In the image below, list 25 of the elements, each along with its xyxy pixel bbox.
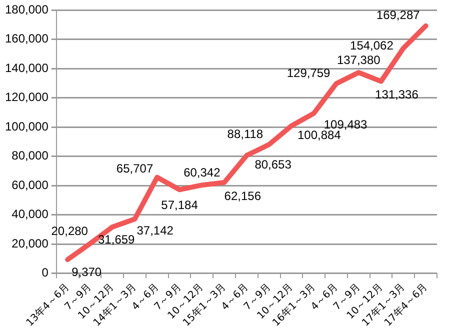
- data-label: 60,342: [184, 165, 221, 180]
- y-tick-label: 120,000: [4, 90, 49, 104]
- data-label: 129,759: [286, 66, 331, 80]
- data-label: 154,062: [350, 38, 394, 52]
- y-tick-label: 180,000: [4, 2, 49, 17]
- data-label: 65,707: [116, 162, 154, 176]
- data-label: 169,287: [376, 8, 420, 22]
- data-label: 57,184: [161, 198, 198, 212]
- y-tick-label: 0: [42, 266, 49, 280]
- y-tick-label: 60,000: [12, 178, 49, 192]
- data-label: 88,118: [227, 126, 264, 141]
- data-label: 9,370: [72, 264, 102, 279]
- data-label: 31,659: [98, 232, 136, 246]
- y-tick-label: 40,000: [12, 207, 49, 222]
- data-label: 20,280: [51, 224, 88, 238]
- y-tick-label: 100,000: [4, 119, 49, 134]
- data-label: 80,653: [254, 158, 292, 172]
- data-label: 137,380: [336, 52, 381, 67]
- y-tick-label: 160,000: [4, 32, 49, 46]
- data-label: 37,142: [136, 223, 174, 238]
- y-tick-label: 140,000: [4, 60, 49, 75]
- y-tick-label: 20,000: [12, 236, 49, 250]
- data-label: 131,336: [375, 88, 419, 102]
- y-tick-label: 80,000: [12, 148, 49, 163]
- data-label: 62,156: [224, 188, 262, 203]
